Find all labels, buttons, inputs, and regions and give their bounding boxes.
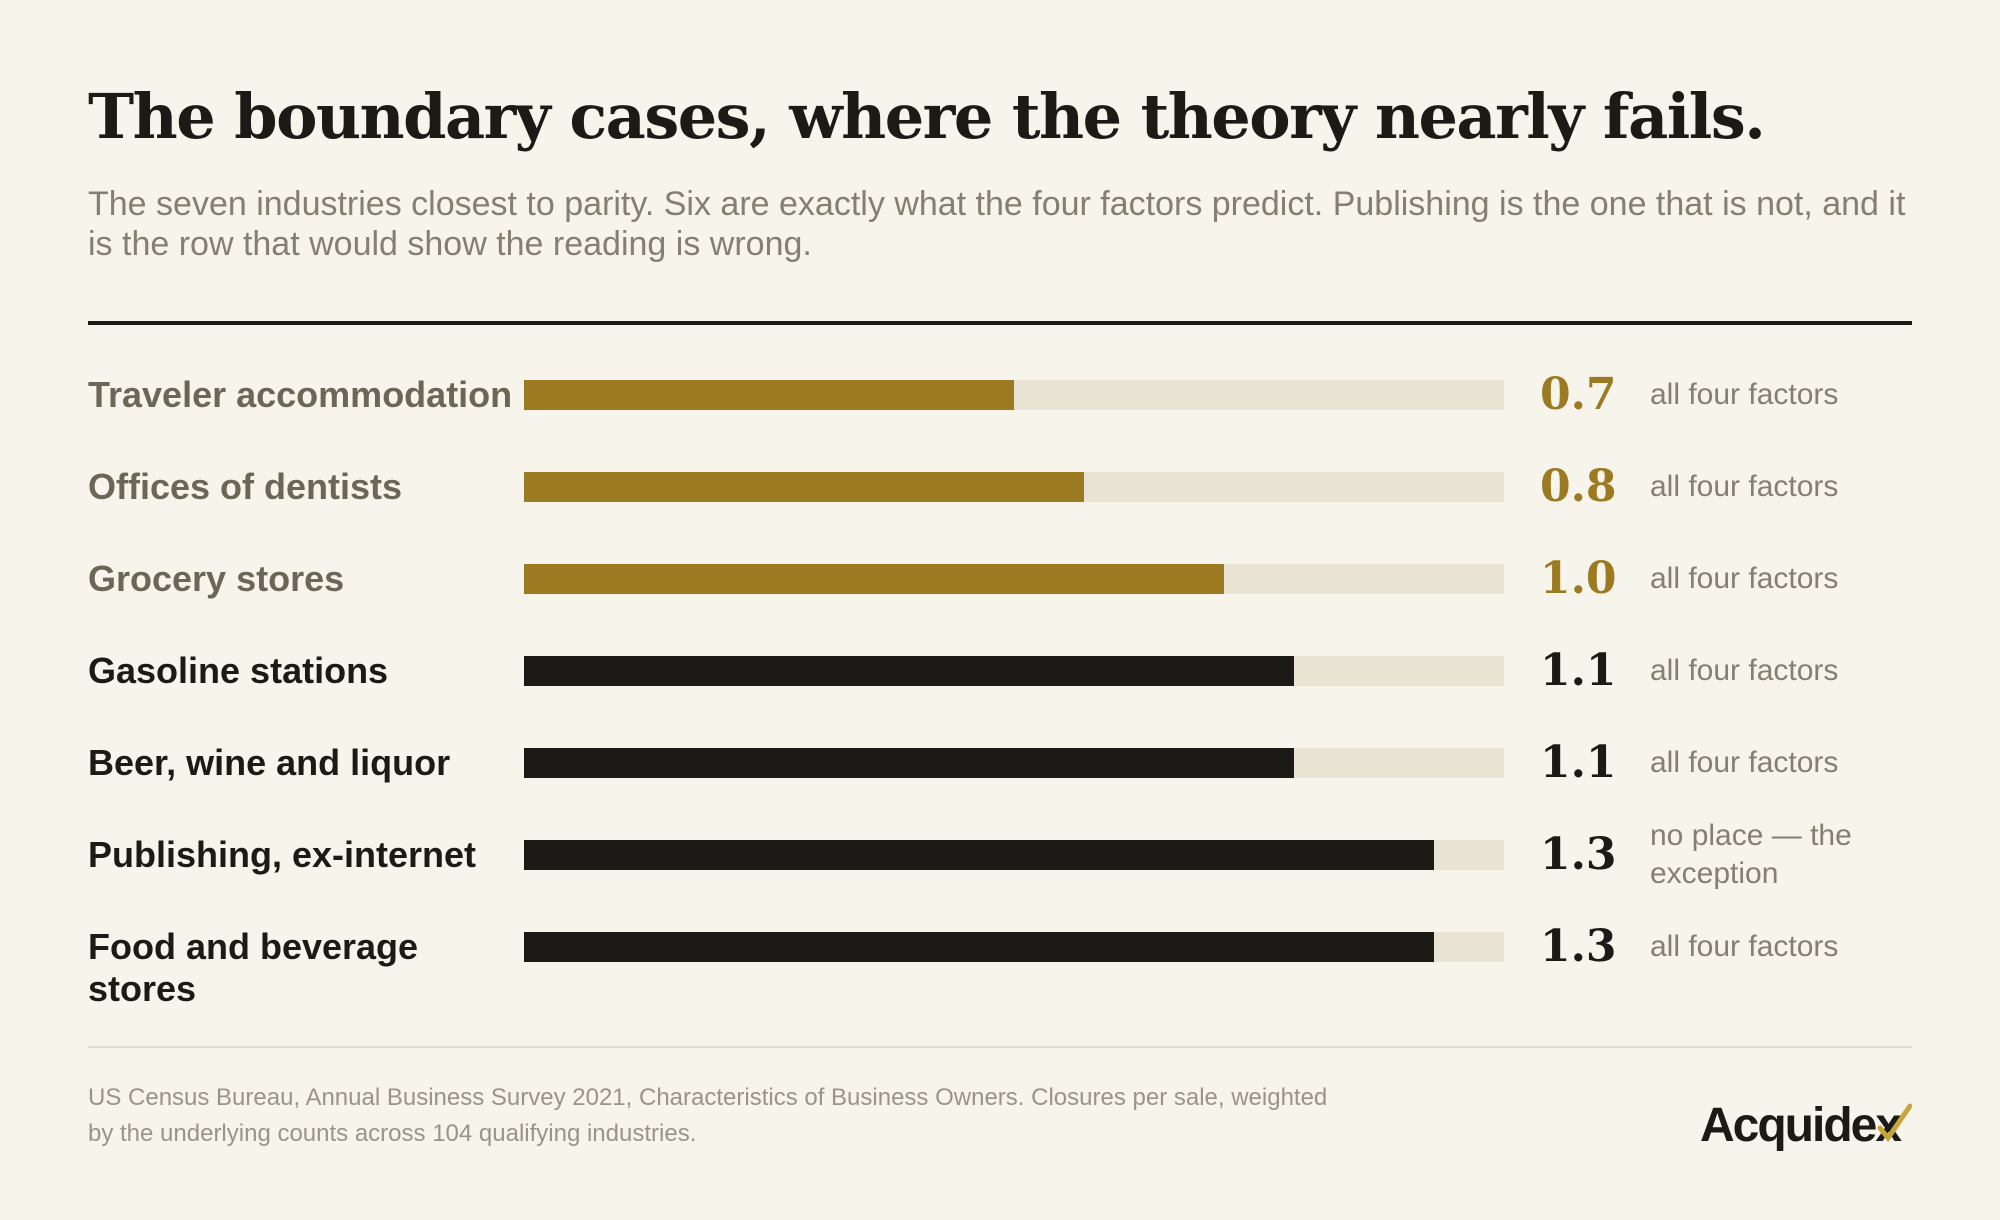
brand-logo: Acquidex <box>1700 1099 1902 1152</box>
value-label: 1.3 <box>1540 829 1617 880</box>
row-label: Gasoline stations <box>88 650 389 691</box>
bar <box>524 472 1084 502</box>
header-rule <box>88 321 1912 325</box>
bar-track <box>524 932 1504 962</box>
value-label: 1.0 <box>1540 553 1617 604</box>
row-label: Offices of dentists <box>88 466 403 507</box>
factor-note: all four factors <box>1650 746 1839 779</box>
bar-track <box>524 840 1504 870</box>
bar <box>524 564 1224 594</box>
factor-note: all four factors <box>1650 930 1839 963</box>
row-label: Food and beverage stores <box>88 926 419 1009</box>
row-label: Grocery stores <box>88 558 345 599</box>
value-label: 0.8 <box>1540 461 1617 512</box>
chart-subtitle: The seven industries closest to parity. … <box>88 185 1906 263</box>
bar <box>524 840 1434 870</box>
row-label: Traveler accommodation <box>88 374 513 415</box>
bar <box>524 748 1294 778</box>
factor-note: all four factors <box>1650 562 1839 595</box>
factor-note: all four factors <box>1650 470 1839 503</box>
value-label: 1.1 <box>1540 737 1617 788</box>
row-label: Publishing, ex-internet <box>88 834 477 875</box>
bar <box>524 380 1014 410</box>
factor-note: all four factors <box>1650 378 1839 411</box>
logo-check-icon <box>1877 1103 1912 1142</box>
factor-note: all four factors <box>1650 654 1839 687</box>
bar-track <box>524 656 1504 686</box>
bar <box>524 932 1434 962</box>
value-label: 1.3 <box>1540 921 1617 972</box>
value-label: 0.7 <box>1540 369 1617 420</box>
bar-track <box>524 380 1504 410</box>
source-note: US Census Bureau, Annual Business Survey… <box>88 1084 1328 1147</box>
factor-note: no place — the exception <box>1650 819 1852 890</box>
footer-rule <box>88 1046 1912 1048</box>
bar-track <box>524 564 1504 594</box>
value-label: 1.1 <box>1540 645 1617 696</box>
bar-track <box>524 748 1504 778</box>
bar-track <box>524 472 1504 502</box>
bar <box>524 656 1294 686</box>
chart-title: The boundary cases, where the theory nea… <box>88 80 1766 153</box>
row-label: Beer, wine and liquor <box>88 742 451 783</box>
